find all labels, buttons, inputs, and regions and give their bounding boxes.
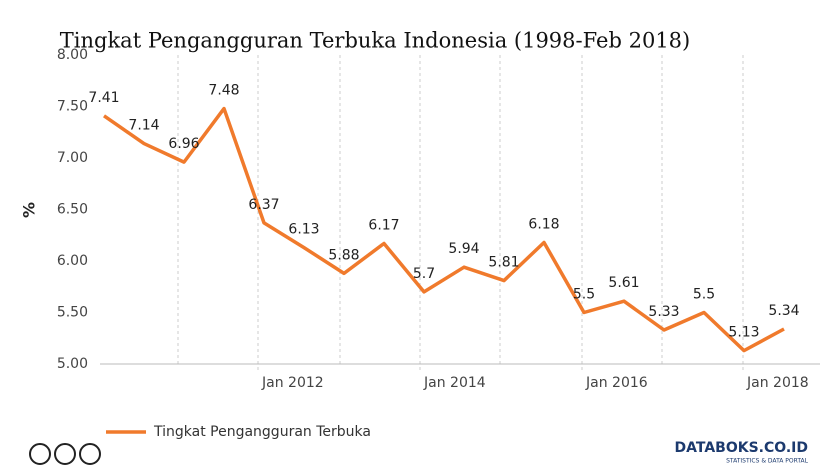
data-label: 7.41 [88, 90, 119, 106]
data-label: 5.94 [448, 241, 479, 257]
chart-title: Tingkat Pengangguran Terbuka Indonesia (… [60, 29, 690, 53]
y-tick-label: 5.00 [57, 356, 88, 372]
data-label: 5.7 [413, 266, 435, 282]
data-label: 6.13 [288, 222, 319, 238]
x-tick-label: Jan 2016 [585, 375, 648, 391]
source-tagline: STATISTICS & DATA PORTAL [726, 458, 809, 465]
data-label: 5.5 [693, 287, 715, 303]
data-label: 5.88 [328, 247, 359, 263]
x-tick-label: Jan 2014 [423, 375, 486, 391]
y-tick-label: 6.50 [57, 202, 88, 218]
y-tick-label: 5.50 [57, 305, 88, 321]
data-label: 5.81 [488, 255, 519, 271]
cc-icons [29, 443, 101, 465]
data-label: 5.33 [648, 304, 679, 320]
y-tick-label: 6.00 [57, 253, 88, 269]
data-label: 6.96 [168, 136, 199, 152]
y-tick-label: 7.50 [57, 99, 88, 115]
data-label: 7.48 [208, 83, 239, 99]
y-axis-label: % [20, 202, 39, 218]
line-series [103, 106, 785, 353]
data-label: 7.14 [128, 118, 159, 134]
x-tick-label: Jan 2012 [261, 375, 324, 391]
y-tick-label: 7.00 [57, 150, 88, 166]
data-label: 6.17 [368, 217, 399, 233]
data-label: 5.61 [608, 275, 639, 291]
x-tick-label: Jan 2018 [746, 375, 809, 391]
data-label: 6.37 [248, 197, 279, 213]
data-label: 5.13 [728, 325, 759, 341]
source: DATABOKS.CO.ID [674, 440, 808, 456]
legend-label: Tingkat Pengangguran Terbuka [153, 424, 371, 440]
data-label: 5.34 [768, 303, 799, 319]
y-tick-label: 8.00 [57, 47, 88, 63]
data-label: 6.18 [528, 216, 559, 232]
data-label: 5.5 [573, 287, 595, 303]
